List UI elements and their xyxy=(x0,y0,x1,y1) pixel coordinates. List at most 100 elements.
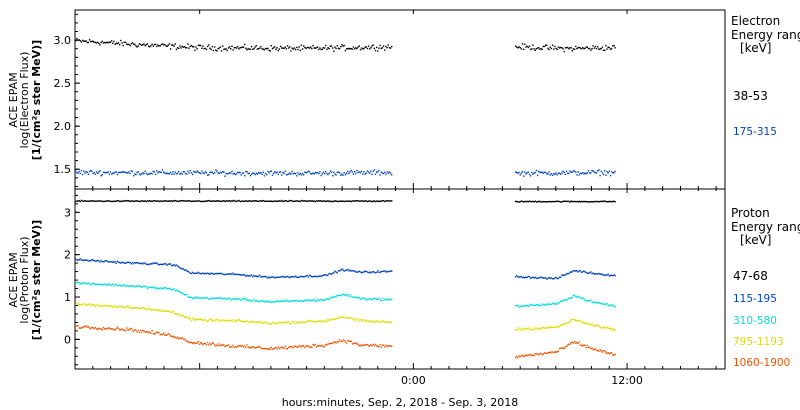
proton-data-point xyxy=(333,296,335,298)
proton-data-point xyxy=(151,286,153,289)
electron-data-point xyxy=(229,172,231,174)
proton-data-point xyxy=(185,269,187,271)
electron-data-point xyxy=(189,45,191,48)
proton-data-point xyxy=(534,352,536,355)
electron-data-point xyxy=(147,45,150,47)
proton-data-point xyxy=(571,271,573,273)
proton-data-point xyxy=(520,275,523,278)
proton-data-point xyxy=(237,319,239,321)
proton-data-point xyxy=(554,277,556,279)
proton-data-point xyxy=(286,200,289,203)
electron-data-point xyxy=(294,173,297,175)
proton-data-point xyxy=(163,310,165,312)
proton-data-point xyxy=(172,288,174,291)
proton-data-point xyxy=(363,200,365,202)
proton-data-point xyxy=(315,200,318,202)
electron-data-point xyxy=(286,173,289,176)
proton-data-point xyxy=(595,301,598,304)
proton-data-point xyxy=(234,346,237,348)
proton-data-point xyxy=(79,200,81,203)
proton-data-point xyxy=(314,200,316,203)
proton-data-point xyxy=(342,339,344,341)
proton-data-point xyxy=(517,305,519,307)
proton-data-point xyxy=(95,303,98,305)
proton-data-point xyxy=(292,200,294,203)
proton-data-point xyxy=(359,298,362,300)
proton-data-point xyxy=(607,273,609,276)
proton-data-point xyxy=(257,200,260,202)
proton-data-point xyxy=(158,331,160,334)
electron-data-point xyxy=(318,48,320,51)
proton-data-point xyxy=(209,298,211,301)
electron-data-point xyxy=(157,172,159,174)
proton-data-point xyxy=(568,297,570,299)
proton-data-point xyxy=(520,200,523,202)
proton-data-point xyxy=(75,304,77,306)
proton-data-point xyxy=(141,200,143,202)
proton-data-point xyxy=(281,322,283,324)
proton-data-point xyxy=(131,285,134,287)
proton-y-tick-label: 2 xyxy=(64,249,71,262)
proton-data-point xyxy=(290,300,292,302)
proton-data-point xyxy=(124,285,127,288)
proton-data-point xyxy=(573,341,576,343)
proton-data-point xyxy=(321,299,323,301)
proton-data-point xyxy=(226,320,228,322)
proton-data-point xyxy=(186,200,188,202)
proton-data-point xyxy=(338,270,341,272)
proton-data-point xyxy=(377,270,379,272)
proton-data-point xyxy=(207,298,209,300)
proton-data-point xyxy=(275,200,277,202)
proton-data-point xyxy=(292,300,294,302)
proton-data-point xyxy=(332,272,334,275)
proton-data-point xyxy=(282,321,284,324)
proton-data-point xyxy=(601,200,604,203)
proton-data-point xyxy=(325,344,327,346)
electron-data-point xyxy=(582,47,584,49)
proton-data-point xyxy=(524,328,526,330)
proton-data-point xyxy=(185,294,187,296)
x-axis-title: hours:minutes, Sep. 2, 2018 - Sep. 3, 20… xyxy=(282,396,519,409)
electron-data-point xyxy=(591,170,593,172)
proton-data-point xyxy=(110,328,113,330)
proton-data-point xyxy=(105,305,107,307)
proton-data-point xyxy=(612,275,614,277)
proton-data-point xyxy=(564,200,566,202)
proton-data-point xyxy=(174,199,176,202)
electron-data-point xyxy=(130,43,132,45)
proton-data-point xyxy=(175,313,178,315)
proton-data-point xyxy=(542,353,544,355)
electron-data-point xyxy=(543,171,546,173)
proton-data-point xyxy=(201,200,203,203)
proton-data-point xyxy=(367,200,370,202)
proton-data-point xyxy=(598,272,600,275)
electron-data-point xyxy=(172,171,174,173)
proton-data-point xyxy=(275,346,277,349)
proton-data-point xyxy=(278,300,281,303)
proton-data-point xyxy=(86,283,88,285)
electron-y-tick-label: 2.5 xyxy=(54,77,72,90)
proton-data-point xyxy=(609,274,612,277)
proton-data-point xyxy=(342,200,344,202)
electron-data-point xyxy=(179,45,181,47)
electron-data-point xyxy=(110,173,113,175)
proton-data-point xyxy=(310,320,312,322)
proton-data-point xyxy=(391,270,393,272)
proton-data-point xyxy=(260,347,262,349)
proton-data-point xyxy=(109,284,112,287)
proton-data-point xyxy=(582,271,584,273)
proton-data-point xyxy=(194,200,196,202)
proton-data-point xyxy=(198,272,201,275)
electron-data-point xyxy=(105,42,107,44)
proton-data-point xyxy=(291,276,293,278)
proton-data-point xyxy=(535,327,538,330)
proton-data-point xyxy=(284,345,286,348)
electron-data-point xyxy=(129,172,131,175)
proton-data-point xyxy=(308,346,311,348)
electron-data-point xyxy=(102,171,105,174)
proton-data-point xyxy=(289,301,291,303)
proton-data-point xyxy=(215,297,217,300)
proton-data-point xyxy=(563,200,565,202)
proton-data-point xyxy=(341,340,343,343)
proton-data-point xyxy=(188,318,190,320)
